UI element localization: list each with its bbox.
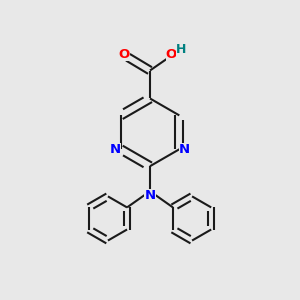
Text: N: N	[110, 143, 121, 156]
Text: N: N	[179, 143, 190, 156]
Text: O: O	[119, 48, 130, 62]
Text: N: N	[144, 189, 156, 202]
Text: H: H	[176, 43, 187, 56]
Text: O: O	[166, 48, 177, 62]
